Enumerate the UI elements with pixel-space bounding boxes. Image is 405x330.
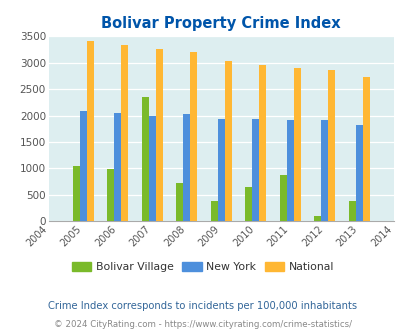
Bar — [348, 201, 355, 221]
Bar — [362, 77, 369, 221]
Bar — [114, 113, 121, 221]
Text: Crime Index corresponds to incidents per 100,000 inhabitants: Crime Index corresponds to incidents per… — [48, 301, 357, 311]
Bar — [107, 169, 114, 221]
Bar — [211, 201, 217, 221]
Text: © 2024 CityRating.com - https://www.cityrating.com/crime-statistics/: © 2024 CityRating.com - https://www.city… — [54, 319, 351, 329]
Bar — [148, 116, 156, 221]
Bar — [217, 119, 224, 221]
Bar — [121, 45, 128, 221]
Bar — [355, 125, 362, 221]
Bar — [258, 65, 266, 221]
Bar — [190, 52, 197, 221]
Bar — [176, 182, 183, 221]
Bar — [321, 120, 328, 221]
Bar — [279, 175, 286, 221]
Bar — [156, 49, 162, 221]
Bar — [73, 166, 80, 221]
Bar — [142, 97, 149, 221]
Legend: Bolivar Village, New York, National: Bolivar Village, New York, National — [68, 258, 337, 277]
Bar — [183, 115, 190, 221]
Bar — [293, 68, 300, 221]
Bar — [286, 120, 293, 221]
Bar — [313, 216, 321, 221]
Bar — [224, 61, 231, 221]
Bar — [327, 70, 334, 221]
Bar — [87, 41, 93, 221]
Bar — [252, 119, 259, 221]
Bar — [245, 187, 252, 221]
Title: Bolivar Property Crime Index: Bolivar Property Crime Index — [101, 16, 340, 31]
Bar — [80, 111, 87, 221]
